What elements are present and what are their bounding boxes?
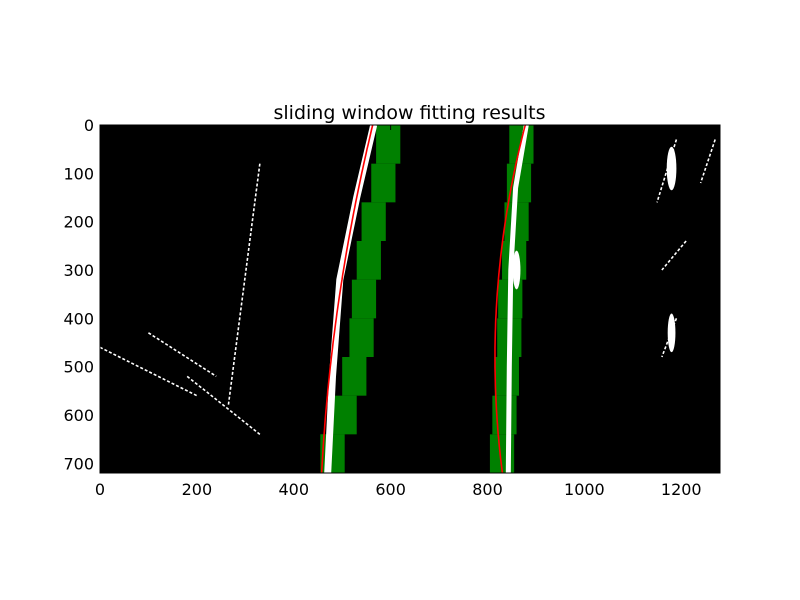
x-tick-label: 0 bbox=[95, 480, 105, 499]
y-tick-label: 100 bbox=[63, 164, 94, 183]
x-tick-label: 600 bbox=[375, 480, 406, 499]
plot-area bbox=[99, 124, 721, 474]
lane-pixel-blob bbox=[666, 146, 677, 191]
left-window bbox=[351, 279, 377, 319]
fit-lines bbox=[320, 124, 527, 474]
x-tick-label: 800 bbox=[472, 480, 503, 499]
left-window bbox=[361, 202, 386, 241]
x-tick-label: 1000 bbox=[564, 480, 605, 499]
left-window bbox=[376, 125, 401, 164]
y-tick-label: 700 bbox=[63, 454, 94, 473]
x-tick-label: 400 bbox=[278, 480, 309, 499]
y-tick-label: 600 bbox=[63, 406, 94, 425]
x-tick-label: 200 bbox=[182, 480, 213, 499]
plot-frame bbox=[99, 124, 721, 474]
chart-title: sliding window fitting results bbox=[273, 102, 545, 124]
x-tick-label: 1200 bbox=[661, 480, 702, 499]
y-tick-label: 500 bbox=[63, 358, 94, 377]
lane-marking-pixels bbox=[99, 346, 198, 397]
left-window bbox=[349, 318, 374, 357]
image-background bbox=[100, 125, 720, 473]
left-window bbox=[342, 357, 367, 396]
lane-marking-pixels bbox=[699, 139, 716, 184]
y-tick-label: 400 bbox=[63, 309, 94, 328]
lane-pixel-blob bbox=[512, 250, 521, 290]
right-lane-pixels bbox=[505, 124, 529, 474]
x-axis-ticks: 0 200 400 600 800 1000 1200 bbox=[95, 125, 702, 499]
y-tick-label: 0 bbox=[84, 116, 94, 135]
left-window bbox=[371, 163, 396, 203]
lane-marking-pixels bbox=[227, 163, 261, 406]
lane-marking-pixels bbox=[148, 332, 217, 378]
y-tick-label: 200 bbox=[63, 213, 94, 232]
lane-pixel-blob bbox=[667, 313, 676, 353]
right-fit-line bbox=[494, 124, 527, 474]
left-window bbox=[356, 241, 381, 280]
left-fit-line bbox=[320, 124, 374, 474]
left-window bbox=[332, 395, 357, 435]
y-axis-ticks: 0 100 200 300 400 500 600 700 bbox=[63, 116, 720, 473]
y-tick-label: 300 bbox=[63, 261, 94, 280]
lane-marking-pixels bbox=[661, 240, 687, 271]
lane-marking-pixels bbox=[186, 375, 261, 435]
